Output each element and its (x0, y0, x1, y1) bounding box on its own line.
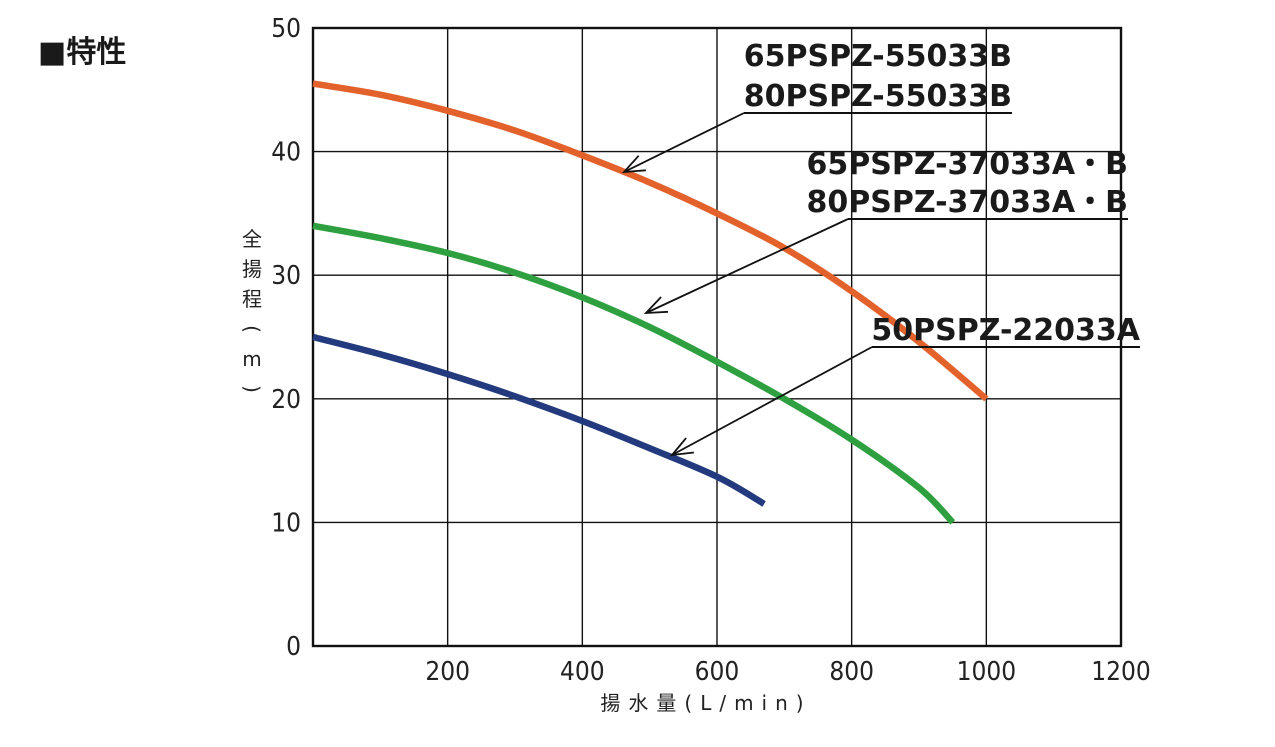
series-label-0-0: 65PSPZ-55033B (744, 39, 1012, 74)
series-label-1-0: 65PSPZ-37033A・B (807, 147, 1128, 182)
y-title-char-4: m (242, 347, 261, 371)
grid (313, 28, 1121, 646)
series-label-0-1: 80PSPZ-55033B (744, 79, 1012, 114)
x-tick-600: 600 (695, 657, 740, 687)
y-axis-title: 全揚程 ( m) (240, 227, 264, 393)
series-label-2-0: 50PSPZ-22033A (871, 313, 1140, 348)
x-axis-title: 揚水量(L/min) (600, 691, 811, 715)
y-title-char-3: ( (240, 325, 264, 333)
leader-arrowhead-1 (643, 296, 669, 315)
leader-line-1 (645, 218, 849, 314)
series-line-0 (312, 80, 989, 402)
y-tick-50: 50 (271, 14, 301, 44)
y-tick-30: 30 (271, 261, 301, 291)
leader-arrowhead-0 (621, 155, 646, 174)
x-tick-200: 200 (425, 657, 470, 687)
series-line-1 (312, 222, 956, 525)
x-tick-labels: 200 400 600 800 1000 1200 (425, 657, 1150, 687)
series-labels: 65PSPZ-55033B 80PSPZ-55033B 65PSPZ-37033A・… (744, 39, 1141, 348)
leader-line-0 (623, 112, 745, 173)
y-tick-20: 20 (271, 385, 301, 415)
section-heading: ■特性 (38, 35, 126, 70)
y-tick-labels: 0 10 20 30 40 50 (271, 14, 301, 662)
series-curves (312, 80, 989, 525)
y-tick-0: 0 (286, 632, 301, 662)
series-line-2 (312, 333, 766, 507)
leader-arrowhead-2 (669, 437, 695, 457)
y-title-char-2: 程 (242, 287, 262, 311)
label-arrows (621, 112, 873, 457)
y-tick-10: 10 (271, 508, 301, 538)
x-tick-1200: 1200 (1091, 657, 1151, 687)
x-tick-400: 400 (560, 657, 605, 687)
leader-line-2 (671, 346, 873, 456)
y-tick-40: 40 (271, 138, 301, 168)
series-label-1-1: 80PSPZ-37033A・B (807, 185, 1128, 220)
x-tick-800: 800 (829, 657, 874, 687)
y-title-char-5: ) (240, 385, 264, 393)
y-title-char-1: 揚 (242, 257, 262, 281)
x-tick-1000: 1000 (957, 657, 1017, 687)
y-title-char-0: 全 (242, 227, 262, 251)
